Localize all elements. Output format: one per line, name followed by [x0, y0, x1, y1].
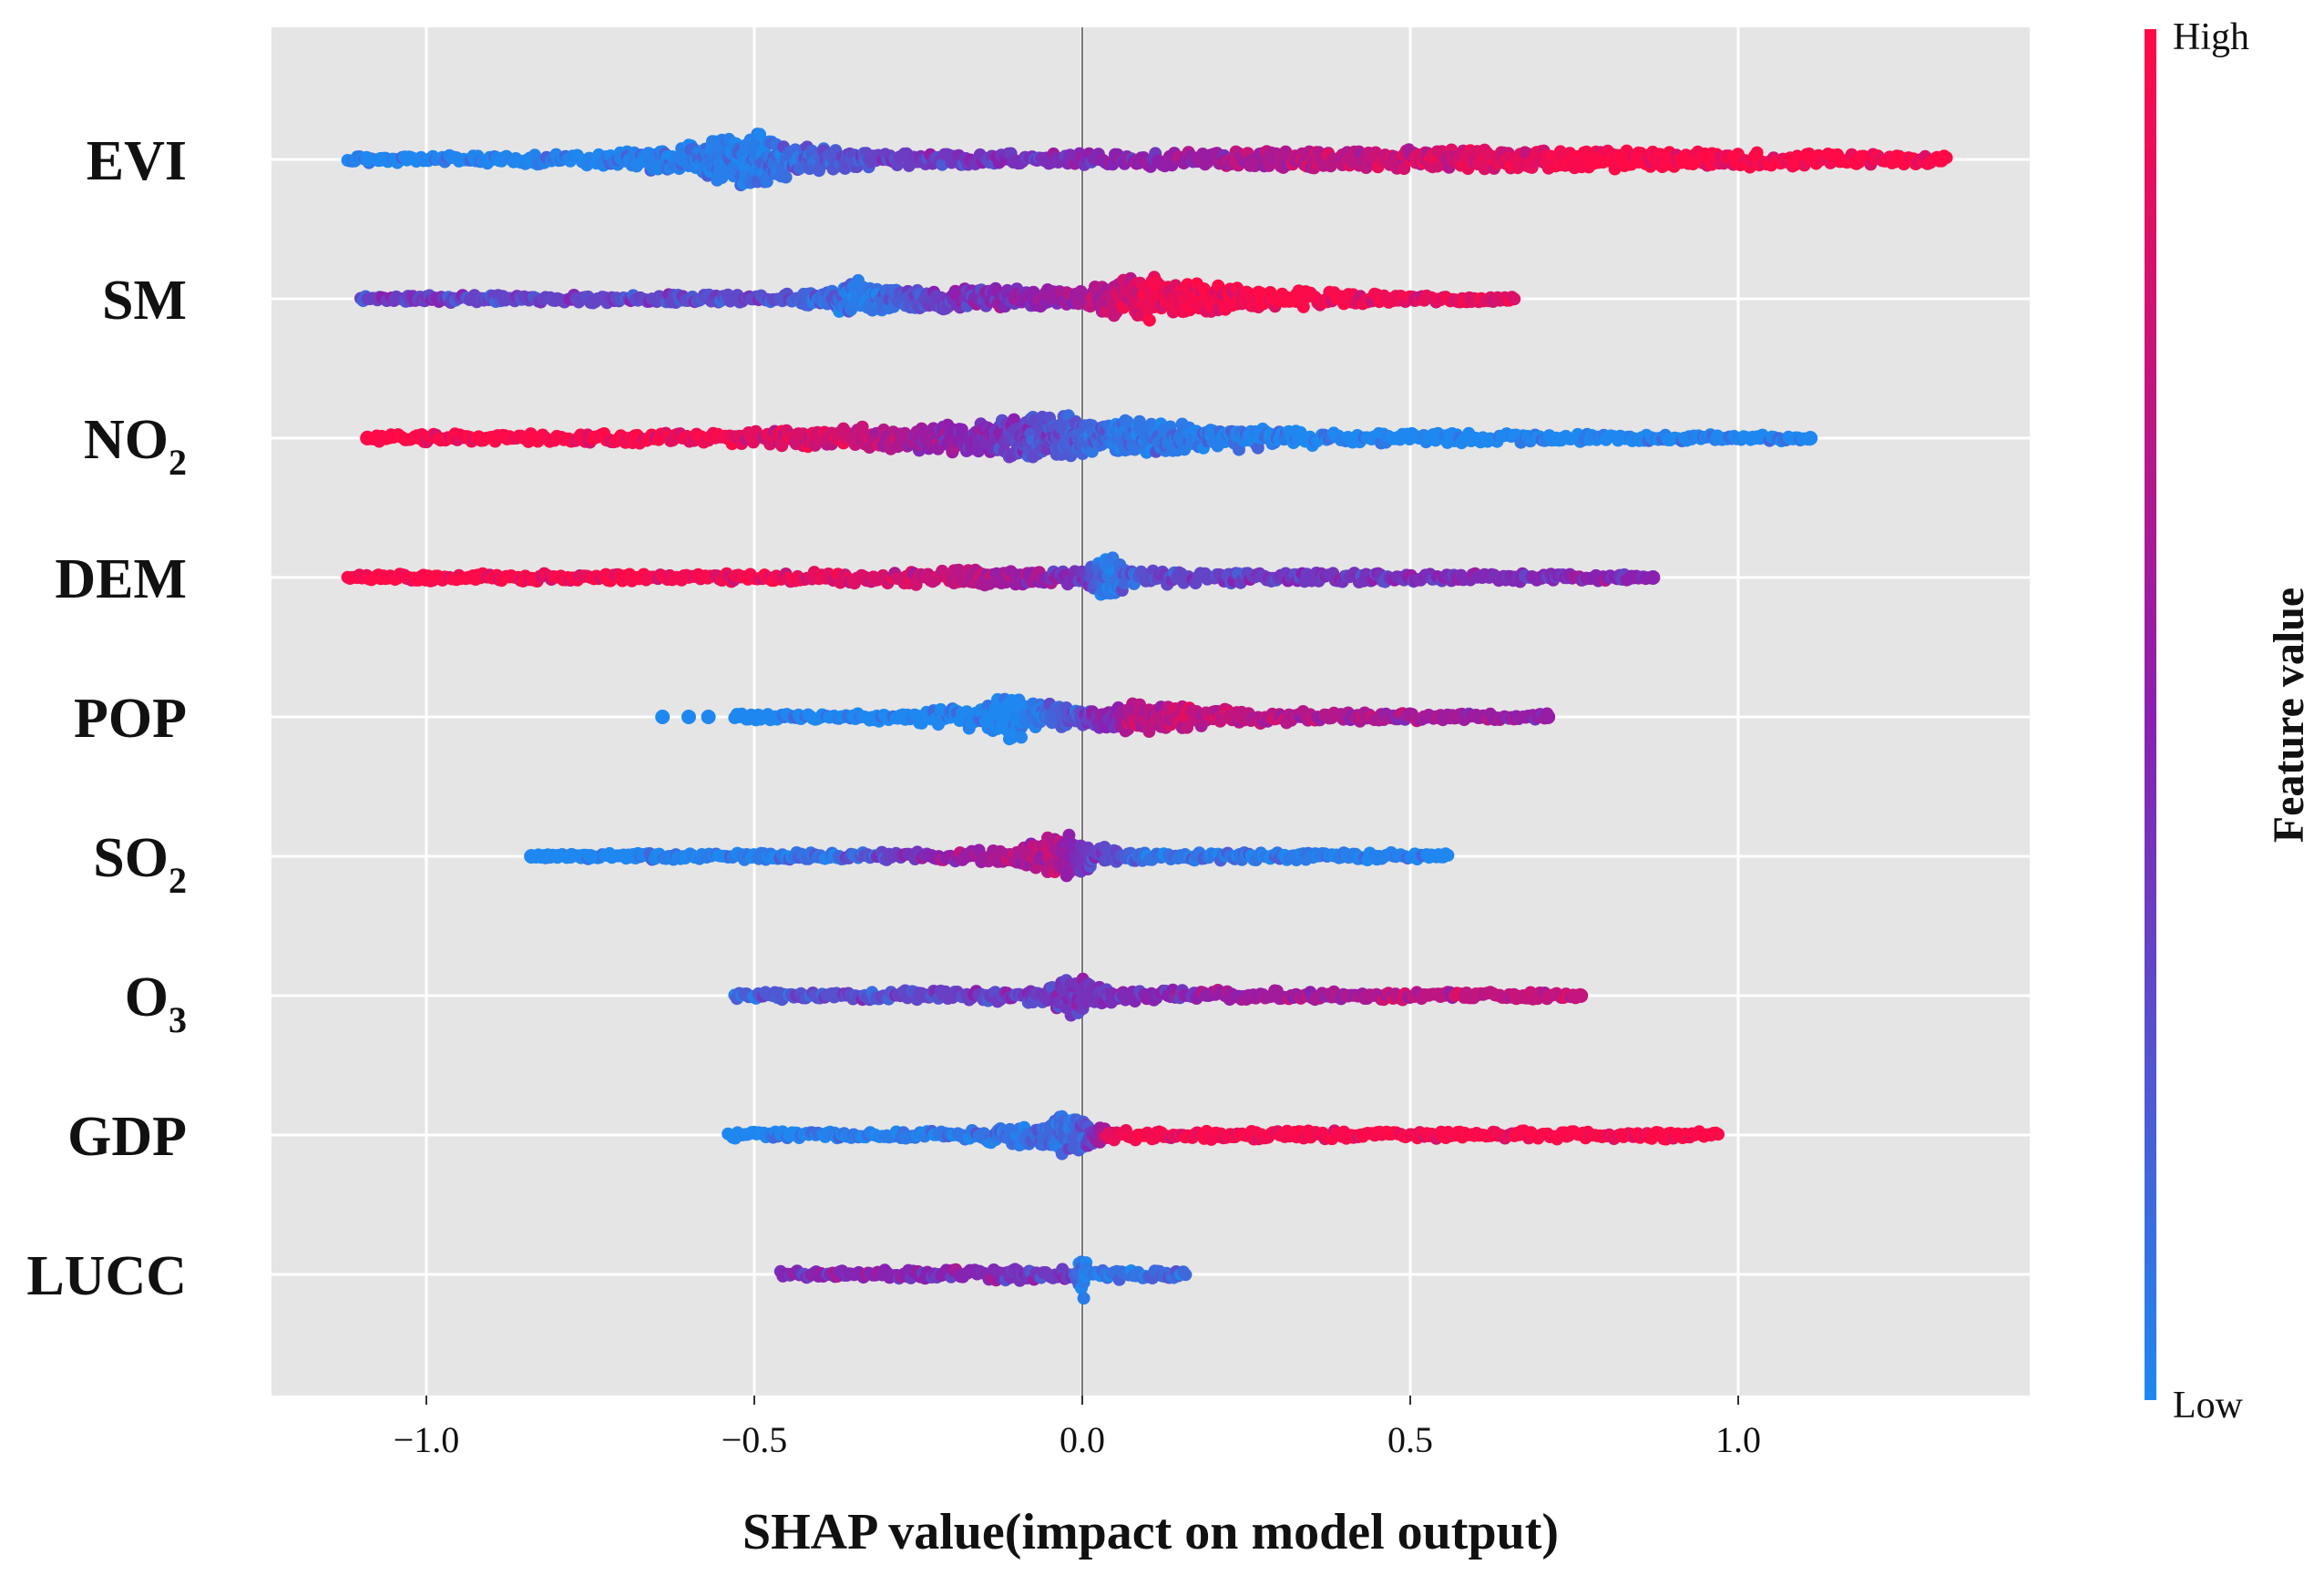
shap-outlier-point [655, 710, 671, 724]
shap-point [1015, 731, 1028, 744]
series-so2 [524, 828, 1455, 883]
shap-outlier-point [681, 710, 696, 724]
shap-point [779, 170, 793, 184]
shap-outlier-point [360, 431, 375, 445]
series-sm [354, 271, 1521, 327]
shap-point [1940, 151, 1953, 165]
shap-outlier-point [701, 710, 716, 724]
series-dem [341, 551, 1661, 601]
shap-outlier-point [1803, 431, 1818, 445]
shap-point [1251, 441, 1264, 455]
shap-outlier-point [550, 849, 565, 864]
series-o3 [728, 972, 1589, 1022]
shap-outlier-point [524, 849, 539, 864]
shap-point [1508, 292, 1521, 306]
shap-outlier-point [1645, 570, 1661, 585]
shap-outlier-point [583, 849, 598, 864]
shap-point [1397, 162, 1411, 176]
shap-outlier-point [1541, 710, 1556, 724]
shap-point [753, 128, 766, 141]
shap-outlier-point [563, 849, 578, 864]
shap-point [1296, 300, 1310, 313]
series-no2 [360, 409, 1818, 464]
shap-point [1441, 848, 1455, 862]
shap-point [813, 164, 825, 178]
shap-outlier-point [373, 152, 388, 167]
shap-outlier-point [537, 849, 552, 864]
beeswarm-points [341, 128, 1953, 1305]
shap-outlier-point [360, 152, 375, 167]
shap-point [1142, 313, 1156, 327]
shap-point [760, 175, 773, 189]
series-pop [655, 692, 1556, 746]
series-evi [341, 128, 1953, 192]
shap-point [936, 158, 949, 171]
